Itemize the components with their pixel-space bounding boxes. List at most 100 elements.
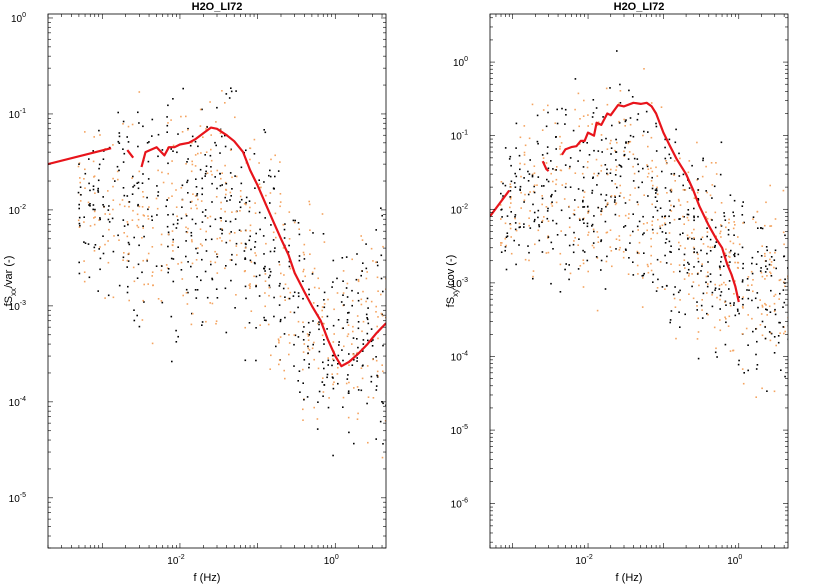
scatter-point — [505, 268, 508, 271]
scatter-point — [131, 219, 134, 221]
scatter-point — [515, 175, 518, 178]
scatter-point — [133, 184, 136, 187]
scatter-point — [619, 246, 621, 249]
scatter-point — [679, 245, 682, 247]
scatter-point — [111, 217, 114, 220]
scatter-point — [127, 241, 130, 244]
scatter-point — [274, 212, 277, 215]
scatter-point — [93, 136, 95, 138]
scatter-point — [547, 251, 550, 254]
scatter-point — [176, 215, 178, 218]
scatter-point — [606, 103, 609, 106]
scatter-point — [216, 256, 219, 258]
scatter-point — [518, 154, 521, 157]
scatter-point — [270, 224, 272, 226]
scatter-point — [288, 244, 290, 247]
scatter-point — [693, 238, 695, 240]
scatter-point — [99, 268, 101, 271]
scatter-point — [264, 280, 267, 282]
scatter-point — [500, 242, 502, 244]
scatter-point — [181, 199, 184, 201]
scatter-point — [587, 161, 589, 163]
scatter-point — [244, 359, 247, 362]
scatter-point — [215, 121, 217, 123]
scatter-point — [773, 302, 776, 305]
scatter-point — [581, 172, 584, 175]
scatter-point — [79, 177, 81, 179]
scatter-point — [593, 230, 595, 233]
scatter-point — [766, 314, 768, 316]
scatter-point — [679, 233, 681, 236]
scatter-point — [579, 265, 582, 267]
scatter-point — [569, 157, 572, 159]
scatter-point — [215, 196, 218, 198]
scatter-point — [78, 222, 81, 225]
scatter-point — [529, 210, 531, 212]
scatter-point — [765, 265, 767, 268]
scatter-point — [596, 231, 599, 233]
scatter-point — [186, 181, 188, 184]
scatter-point — [656, 200, 658, 202]
scatter-point — [755, 368, 758, 370]
scatter-point — [97, 290, 99, 292]
scatter-point — [205, 165, 208, 167]
scatter-point — [297, 306, 299, 309]
scatter-point — [132, 186, 134, 188]
scatter-point — [313, 358, 315, 361]
scatter-point — [499, 204, 502, 206]
scatter-point — [142, 191, 144, 193]
scatter-point — [352, 325, 354, 328]
scatter-point — [679, 326, 681, 328]
scatter-point — [201, 324, 203, 326]
scatter-point — [94, 216, 96, 218]
scatter-point — [600, 269, 602, 271]
y-tick-exponent: -4 — [462, 350, 468, 357]
scatter-point — [757, 227, 759, 229]
scatter-point — [600, 259, 603, 262]
scatter-point — [244, 257, 246, 259]
scatter-point — [160, 269, 163, 272]
scatter-point — [723, 281, 725, 284]
scatter-point — [741, 306, 744, 308]
scatter-point — [279, 282, 281, 285]
scatter-point — [678, 264, 681, 266]
scatter-point — [591, 223, 594, 226]
scatter-point — [126, 259, 129, 262]
scatter-point — [78, 162, 81, 164]
scatter-point — [759, 299, 761, 301]
scatter-point — [229, 172, 232, 174]
scatter-point — [725, 248, 727, 251]
scatter-point — [766, 268, 769, 270]
scatter-point — [127, 125, 130, 128]
scatter-point — [160, 233, 163, 236]
scatter-point — [729, 194, 732, 196]
scatter-point — [117, 178, 119, 181]
scatter-point — [770, 332, 773, 335]
scatter-point — [693, 237, 695, 239]
scatter-point — [337, 363, 339, 365]
scatter-point — [538, 225, 541, 228]
scatter-point — [171, 244, 174, 246]
scatter-point — [601, 151, 603, 153]
scatter-point — [170, 257, 173, 260]
scatter-point — [623, 150, 625, 153]
scatter-point — [138, 122, 140, 124]
scatter-point — [647, 172, 650, 175]
scatter-point — [752, 216, 755, 218]
scatter-point — [254, 246, 256, 248]
scatter-point — [678, 241, 680, 244]
scatter-point — [219, 237, 221, 239]
scatter-point — [769, 251, 771, 254]
scatter-point — [769, 225, 771, 227]
scatter-point — [182, 87, 184, 90]
scatter-point — [298, 259, 301, 262]
scatter-point — [195, 297, 198, 299]
scatter-point — [520, 175, 522, 178]
scatter-point — [514, 216, 516, 218]
scatter-point — [244, 326, 246, 329]
scatter-point — [171, 230, 174, 232]
scatter-point — [166, 116, 168, 118]
scatter-point — [151, 271, 154, 273]
scatter-point — [225, 265, 227, 267]
